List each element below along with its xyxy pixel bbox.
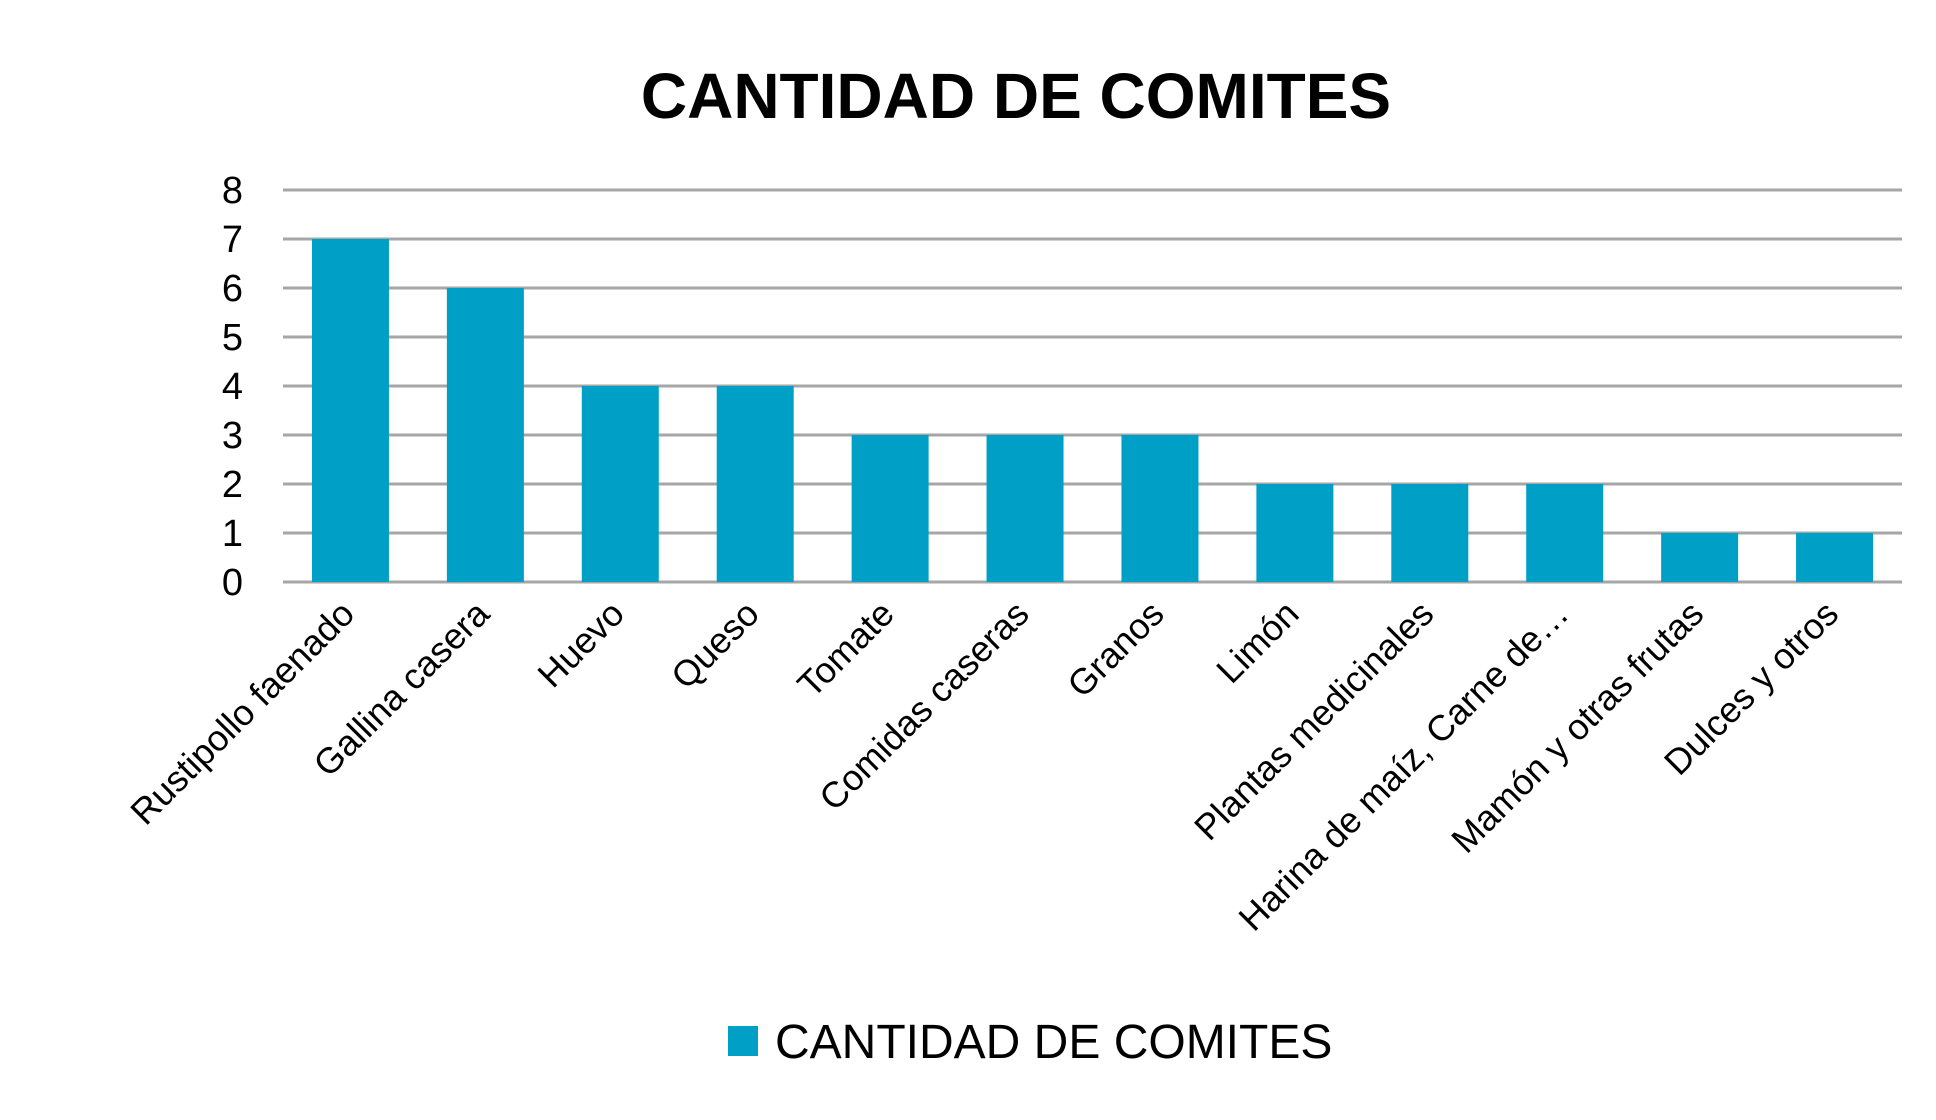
y-tick-label: 4 [222,366,243,408]
legend: CANTIDAD DE COMITES [728,1016,1332,1069]
bar [311,239,389,582]
y-tick-label: 6 [222,268,243,310]
bar [1256,484,1334,582]
bar [1796,533,1874,582]
y-tick-label: 7 [222,219,243,261]
y-tick-label: 1 [222,513,243,555]
y-tick-label: 5 [222,317,243,359]
legend-swatch [728,1026,758,1056]
x-category-label: Limón [1208,593,1306,691]
chart-title: CANTIDAD DE COMITES [641,60,1391,132]
legend-label: CANTIDAD DE COMITES [775,1016,1332,1069]
bar [446,288,524,582]
x-category-label: Mamón y otras frutas [1443,593,1711,861]
y-tick-label: 8 [222,170,243,212]
x-category-label: Plantas medicinales [1186,593,1441,848]
x-category-label: Queso [663,593,767,697]
bar [1121,435,1199,582]
gridlines [283,188,1902,584]
x-category-label: Tomate [789,593,901,705]
x-category-label: Huevo [529,593,632,696]
bar [1526,484,1604,582]
bar [581,386,659,582]
bar [716,386,794,582]
y-tick-label: 3 [222,415,243,457]
x-category-label: Granos [1059,593,1171,705]
bar [1391,484,1469,582]
bar [1661,533,1739,582]
y-axis-ticks: 0 1 2 3 4 5 6 7 8 [222,170,243,604]
y-tick-label: 0 [222,562,243,604]
bar [851,435,929,582]
bar [986,435,1064,582]
y-tick-label: 2 [222,464,243,506]
x-category-label: Rustipollo faenado [122,593,362,833]
bars [311,239,1874,582]
